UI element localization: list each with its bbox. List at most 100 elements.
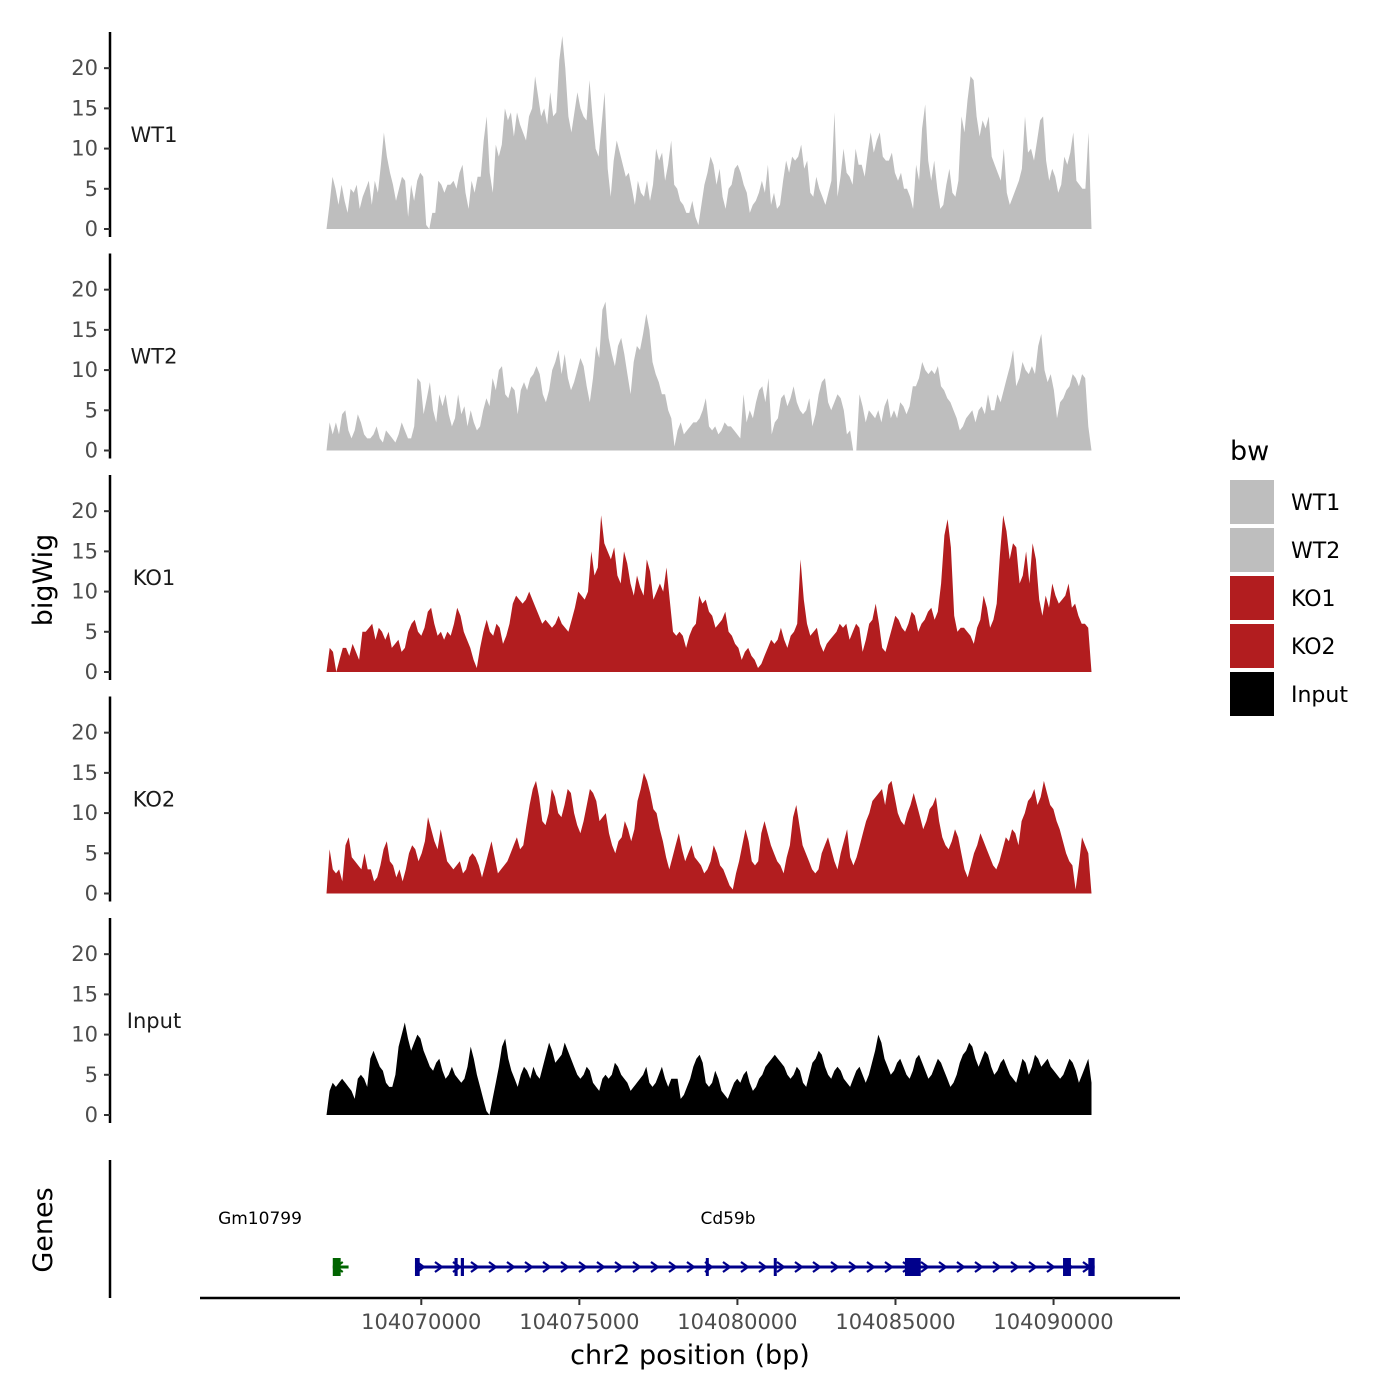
legend-swatch-wt1: [1230, 480, 1274, 524]
x-tick-label: 104075000: [519, 1310, 639, 1334]
series-area-input: [326, 1022, 1092, 1115]
exon: [904, 1258, 921, 1276]
exon: [705, 1258, 709, 1276]
strand-arrow: [614, 1261, 624, 1273]
legend-label: KO1: [1291, 587, 1336, 612]
strand-arrow: [722, 1261, 732, 1273]
gene-cd59b: Cd59b: [414, 1209, 1095, 1276]
exon: [1063, 1258, 1071, 1276]
strand-arrow: [488, 1261, 498, 1273]
strand-arrow: [956, 1261, 966, 1273]
y-tick-label: 10: [71, 137, 98, 161]
strand-arrow: [776, 1261, 786, 1273]
track-panel-ko1: 0 5 10 15 20 KO1: [71, 475, 1092, 684]
series-area-wt1: [326, 36, 1092, 229]
exon: [332, 1258, 341, 1276]
strand-arrow: [470, 1261, 480, 1273]
series-area-wt2: [326, 301, 1092, 451]
strand-arrow: [578, 1261, 588, 1273]
legend-swatch-wt2: [1230, 528, 1274, 572]
track-label: Input: [127, 1009, 181, 1033]
strand-arrow: [632, 1261, 642, 1273]
track-panel-input: 0 5 10 15 20 Input: [71, 918, 1092, 1127]
track-label: KO2: [133, 788, 176, 812]
gene-gm10799: Gm10799: [218, 1209, 349, 1276]
strand-arrow: [542, 1261, 552, 1273]
track-panel-wt1: 0 5 10 15 20 WT1: [71, 32, 1092, 241]
legend-label: WT1: [1291, 491, 1340, 516]
x-tick-label: 104090000: [993, 1310, 1113, 1334]
legend-label: WT2: [1291, 539, 1340, 564]
y-axis-title: bigWig: [28, 534, 59, 627]
track-panel-ko2: 0 5 10 15 20 KO2: [71, 696, 1092, 906]
legend-swatch-ko2: [1230, 624, 1274, 668]
track-label: WT1: [131, 123, 178, 147]
y-tick-label: 0: [85, 1103, 98, 1127]
y-tick-label: 10: [71, 801, 98, 825]
strand-arrow: [434, 1261, 444, 1273]
series-area-ko1: [326, 515, 1092, 672]
y-tick-label: 10: [71, 358, 98, 382]
y-tick-label: 5: [85, 177, 98, 201]
strand-arrow: [1028, 1261, 1038, 1273]
legend-title: bw: [1230, 436, 1269, 467]
strand-arrow: [866, 1261, 876, 1273]
strand-arrow: [650, 1261, 660, 1273]
strand-arrow: [506, 1261, 516, 1273]
legend-swatch-ko1: [1230, 576, 1274, 620]
legend-label: Input: [1291, 683, 1348, 708]
strand-arrow: [686, 1261, 696, 1273]
strand-arrow: [596, 1261, 606, 1273]
strand-arrow: [848, 1261, 858, 1273]
gene-label: Gm10799: [218, 1209, 302, 1229]
y-tick-label: 0: [85, 217, 98, 241]
strand-arrow: [830, 1261, 840, 1273]
y-tick-label: 10: [71, 580, 98, 604]
y-tick-label: 20: [71, 499, 98, 523]
strand-arrow: [758, 1261, 768, 1273]
y-tick-label: 20: [71, 278, 98, 302]
y-tick-label: 5: [85, 620, 98, 644]
y-tick-label: 20: [71, 56, 98, 80]
strand-arrow: [1010, 1261, 1020, 1273]
strand-arrow: [992, 1261, 1002, 1273]
strand-arrow: [524, 1261, 534, 1273]
y-tick-label: 15: [71, 761, 98, 785]
x-tick-label: 104070000: [361, 1310, 481, 1334]
strand-arrow: [794, 1261, 804, 1273]
y-tick-label: 15: [71, 982, 98, 1006]
legend-label: KO2: [1291, 635, 1336, 660]
y-tick-label: 0: [85, 660, 98, 684]
gene-label: Cd59b: [700, 1209, 755, 1229]
strand-arrow: [740, 1261, 750, 1273]
series-area-ko2: [326, 772, 1092, 894]
exon: [460, 1258, 464, 1276]
y-tick-label: 5: [85, 841, 98, 865]
y-tick-label: 0: [85, 882, 98, 906]
genes-track-title: Genes: [28, 1187, 59, 1272]
y-tick-label: 20: [71, 721, 98, 745]
strand-arrow: [1046, 1261, 1056, 1273]
strand-arrow: [974, 1261, 984, 1273]
track-panel-wt2: 0 5 10 15 20 WT2: [71, 253, 1092, 463]
legend: bw WT1 WT2 KO1 KO2 Input: [1230, 436, 1348, 716]
strand-arrow: [668, 1261, 678, 1273]
x-axis: 104070000 104075000 104080000 104085000 1040…: [200, 1296, 1180, 1334]
strand-arrow: [920, 1261, 930, 1273]
legend-swatch-input: [1230, 672, 1274, 716]
strand-arrow: [812, 1261, 822, 1273]
y-tick-label: 10: [71, 1023, 98, 1047]
y-tick-label: 15: [71, 539, 98, 563]
strand-arrow: [938, 1261, 948, 1273]
track-panels: 0 5 10 15 20 WT1 0 5 10 15 20 WT2 0 5 10 15 20 KO1 0 5 10 15 2…: [71, 32, 1092, 1127]
y-tick-label: 15: [71, 96, 98, 120]
strand-arrow: [884, 1261, 894, 1273]
track-label: WT2: [131, 345, 178, 369]
y-tick-label: 0: [85, 439, 98, 463]
exon: [414, 1258, 420, 1276]
x-tick-label: 104085000: [835, 1310, 955, 1334]
genes-track: Gm10799 Cd59b: [108, 1160, 1095, 1298]
strand-arrow: [560, 1261, 570, 1273]
x-tick-label: 104080000: [677, 1310, 797, 1334]
